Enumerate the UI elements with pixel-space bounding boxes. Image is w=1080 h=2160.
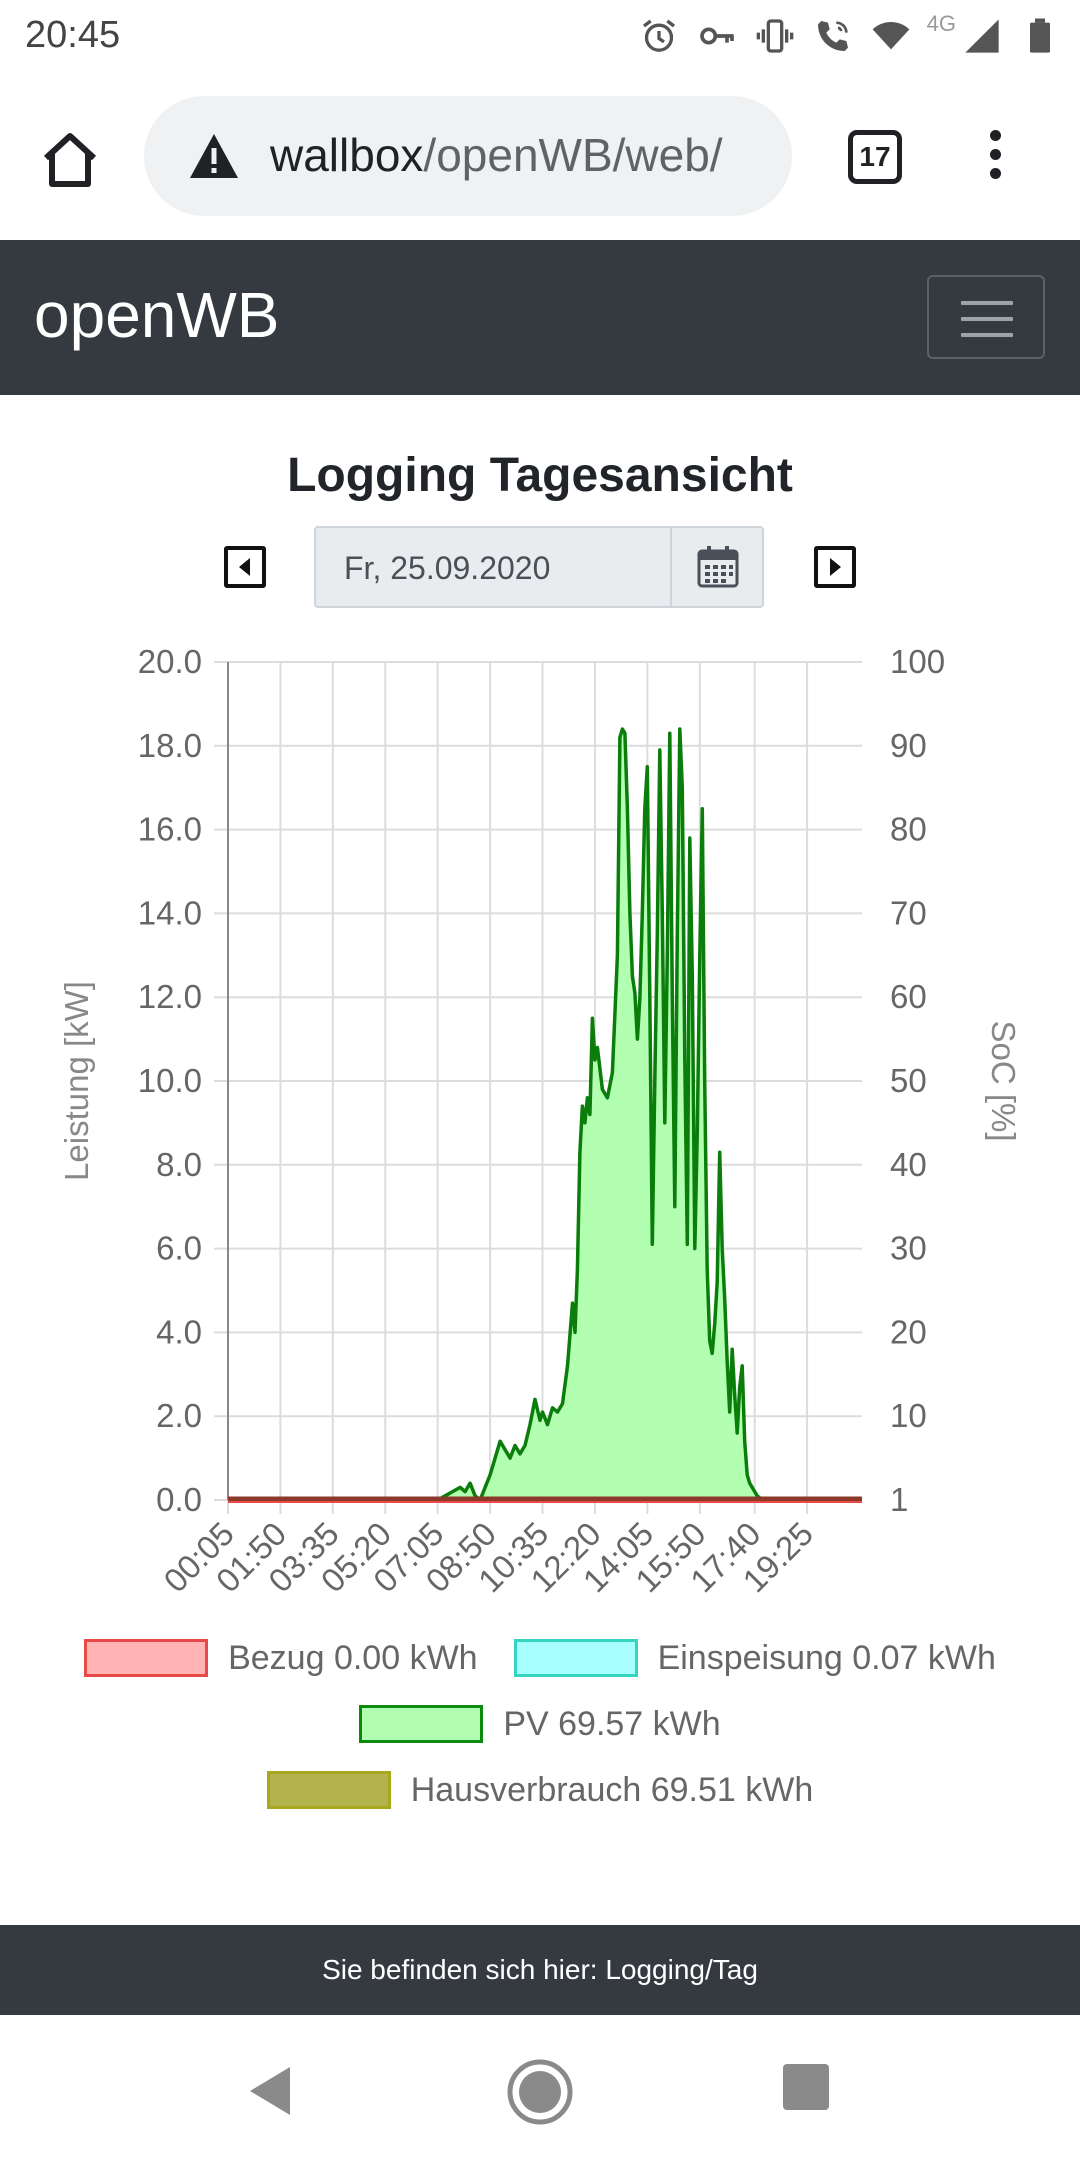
home-icon	[43, 133, 97, 187]
legend-item-bezug[interactable]: Bezug 0.00 kWh	[84, 1638, 478, 1678]
browser-home-button[interactable]	[38, 128, 102, 192]
legend-item-hausverbrauch[interactable]: Hausverbrauch 69.51 kWh	[266, 1770, 814, 1810]
y2-tick-label: 40	[890, 1146, 927, 1183]
y2-tick-label: 20	[890, 1313, 927, 1350]
wifi-calling-icon	[811, 14, 855, 58]
wifi-icon	[869, 14, 913, 58]
legend-row: Hausverbrauch 69.51 kWh	[0, 1757, 1080, 1823]
legend-swatch-pv	[359, 1705, 484, 1743]
y-tick-label: 4.0	[156, 1313, 202, 1350]
y-tick-label: 0.0	[156, 1481, 202, 1518]
calendar-icon	[697, 546, 739, 588]
y-tick-label: 14.0	[138, 894, 202, 931]
pv-area	[437, 729, 813, 1500]
y-tick-label: 8.0	[156, 1146, 202, 1183]
hamburger-menu-icon	[961, 333, 1013, 337]
y-tick-label: 12.0	[138, 978, 202, 1015]
legend-label-bezug: Bezug 0.00 kWh	[228, 1638, 478, 1677]
address-bar[interactable]: wallbox/openWB/web/	[144, 96, 792, 216]
calendar-button[interactable]	[670, 528, 762, 606]
legend-item-pv[interactable]: PV 69.57 kWh	[359, 1704, 721, 1744]
tab-switcher-button[interactable]: 17	[848, 130, 902, 184]
y2-tick-label: 10	[890, 1397, 927, 1434]
y-tick-label: 10.0	[138, 1062, 202, 1099]
y2-tick-label: 70	[890, 894, 927, 931]
signal-icon	[960, 14, 1004, 58]
date-selector: Fr, 25.09.2020	[0, 526, 1080, 608]
status-icons: 4G	[637, 11, 1062, 60]
back-icon[interactable]	[244, 2063, 296, 2119]
legend-label-einspeisung: Einspeisung 0.07 kWh	[657, 1638, 996, 1677]
status-bar: 20:45 4G	[0, 0, 1080, 72]
url-text[interactable]: wallbox/openWB/web/	[270, 128, 723, 182]
system-navigation-bar	[0, 2018, 1080, 2160]
y-tick-label: 20.0	[138, 643, 202, 680]
daily-log-chart[interactable]: 20.0 18.0 16.0 14.0 12.0 10.0 8.0 6.0 4.0 2.0 0.0 1…	[0, 640, 1080, 1620]
browser-toolbar: wallbox/openWB/web/ 17	[0, 72, 1080, 240]
battery-icon	[1018, 14, 1062, 58]
y2-axis-title: SoC [%]	[985, 1020, 1022, 1141]
legend-swatch-einspeisung	[513, 1639, 638, 1677]
page-title: Logging Tagesansicht	[287, 449, 793, 502]
chart-legend: Bezug 0.00 kWh Einspeisung 0.07 kWh PV 6…	[0, 1625, 1080, 1823]
dot-icon	[989, 149, 1001, 160]
date-input[interactable]: Fr, 25.09.2020	[314, 526, 764, 608]
legend-label-pv: PV 69.57 kWh	[503, 1704, 721, 1743]
dot-icon	[989, 168, 1001, 179]
home-circle-icon[interactable]	[506, 2058, 574, 2126]
url-host: wallbox	[270, 129, 424, 181]
y-tick-label: 2.0	[156, 1397, 202, 1434]
browser-menu-button[interactable]	[980, 130, 1010, 186]
y-tick-label: 16.0	[138, 811, 202, 848]
y-axis-title: Leistung [kW]	[58, 981, 95, 1181]
y2-tick-label: 30	[890, 1230, 927, 1267]
legend-swatch-bezug	[84, 1639, 209, 1677]
vpn-key-icon	[695, 14, 739, 58]
legend-row: Bezug 0.00 kWh Einspeisung 0.07 kWh	[0, 1625, 1080, 1691]
navbar-brand[interactable]: openWB	[34, 279, 280, 351]
navbar-toggler-button[interactable]	[927, 275, 1045, 359]
y-tick-label: 6.0	[156, 1230, 202, 1267]
warning-icon[interactable]	[188, 132, 240, 180]
legend-label-hausverbrauch: Hausverbrauch 69.51 kWh	[410, 1770, 814, 1809]
next-day-button[interactable]	[814, 546, 856, 588]
y2-tick-label: 1	[890, 1481, 908, 1518]
url-path: /openWB/web/	[423, 129, 723, 181]
site-navbar: openWB	[0, 240, 1080, 395]
y2-tick-label: 60	[890, 978, 927, 1015]
legend-swatch-hausverbrauch	[266, 1771, 391, 1809]
date-value: Fr, 25.09.2020	[344, 550, 551, 586]
network-type: 4G	[926, 11, 956, 36]
hamburger-menu-icon	[961, 301, 1013, 305]
y2-tick-label: 90	[890, 727, 927, 764]
legend-item-einspeisung[interactable]: Einspeisung 0.07 kWh	[513, 1638, 996, 1678]
y2-tick-label: 80	[890, 811, 927, 848]
y2-tick-label: 50	[890, 1062, 927, 1099]
caret-left-icon	[239, 558, 250, 576]
hamburger-menu-icon	[961, 317, 1013, 321]
status-time: 20:45	[25, 14, 121, 56]
legend-row: PV 69.57 kWh	[0, 1691, 1080, 1757]
dot-icon	[989, 130, 1001, 141]
previous-day-button[interactable]	[224, 546, 266, 588]
chart-svg[interactable]: 20.0 18.0 16.0 14.0 12.0 10.0 8.0 6.0 4.0 2.0 0.0 1…	[0, 640, 1080, 1620]
recent-apps-icon[interactable]	[783, 2064, 829, 2110]
vibrate-icon	[753, 14, 797, 58]
pv-line	[436, 727, 813, 1502]
breadcrumb-footer: Sie befinden sich hier: Logging/Tag	[0, 1925, 1080, 2015]
caret-right-icon	[830, 558, 841, 576]
y-tick-label: 18.0	[138, 727, 202, 764]
alarm-icon	[637, 14, 681, 58]
y2-tick-label: 100	[890, 643, 945, 680]
